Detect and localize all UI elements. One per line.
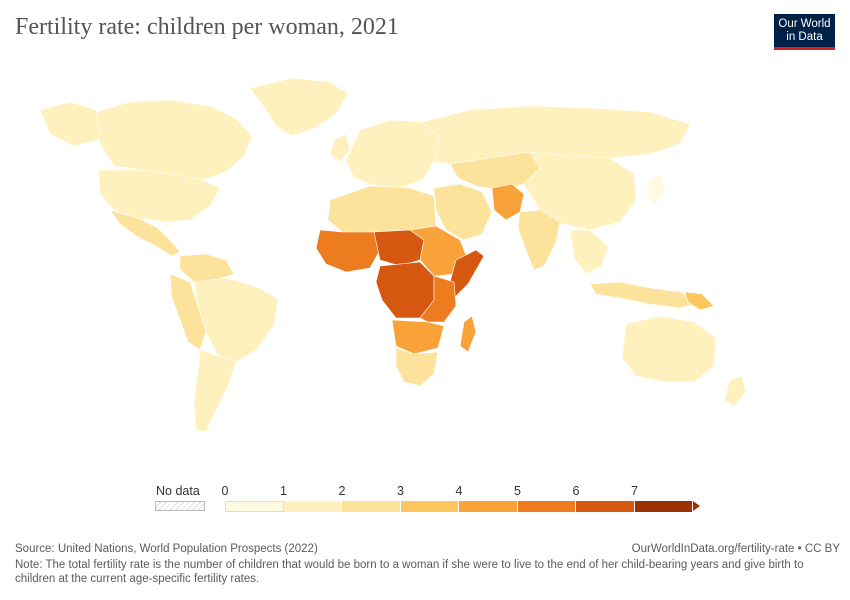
region-afghanistan-pakistan[interactable]: [491, 183, 525, 221]
legend-bin-7[interactable]: [634, 501, 693, 512]
legend-bin-4[interactable]: [459, 501, 518, 512]
region-southern-africa[interactable]: [395, 347, 439, 387]
logo-line-1: Our World: [778, 18, 831, 30]
legend-bin-3[interactable]: [400, 501, 459, 512]
chart-title: Fertility rate: children per woman, 2021: [15, 14, 399, 40]
legend-bin-1[interactable]: [283, 501, 342, 512]
legend-tick-label: 4: [455, 484, 463, 498]
no-data-swatch[interactable]: [155, 501, 205, 511]
region-india[interactable]: [517, 209, 561, 271]
world-map[interactable]: [30, 70, 820, 470]
note-text: Note: The total fertility rate is the nu…: [15, 559, 804, 585]
region-china-mongolia[interactable]: [523, 151, 637, 231]
region-united-states[interactable]: [97, 169, 221, 223]
logo-line-2: in Data: [786, 31, 823, 43]
region-russia[interactable]: [421, 105, 691, 165]
region-brazil[interactable]: [193, 277, 279, 363]
legend-tick-label: 2: [338, 484, 346, 498]
url-text[interactable]: OurWorldInData.org/fertility-rate • CC B…: [631, 543, 840, 555]
legend-bin-6[interactable]: [576, 501, 635, 512]
region-japan[interactable]: [645, 173, 667, 205]
legend-tick-label: 7: [631, 484, 638, 498]
region-australia[interactable]: [621, 315, 717, 383]
region-indonesia[interactable]: [589, 281, 703, 309]
legend-tick-label: 3: [397, 484, 404, 498]
region-canada[interactable]: [94, 99, 253, 181]
region-alaska[interactable]: [39, 101, 101, 147]
legend-bin-5[interactable]: [517, 501, 576, 512]
region-mexico-central-america[interactable]: [109, 209, 181, 257]
owid-logo[interactable]: Our World in Data: [774, 14, 835, 50]
region-southern-cone[interactable]: [193, 349, 237, 433]
legend-arrow-tip: [693, 501, 700, 511]
region-papua-new-guinea[interactable]: [684, 291, 715, 311]
region-angola-zambia[interactable]: [391, 319, 445, 355]
region-uk-iceland[interactable]: [329, 133, 351, 163]
legend: No data 0 1 2 3 4 5 6 7: [150, 480, 710, 520]
region-colombia-venezuela[interactable]: [179, 253, 235, 283]
legend-tick-label: 1: [280, 484, 287, 498]
region-new-zealand[interactable]: [723, 375, 747, 407]
legend-tick-label: 6: [572, 484, 580, 498]
region-niger-chad[interactable]: [373, 229, 425, 267]
region-central-africa[interactable]: [375, 261, 435, 319]
region-greenland[interactable]: [249, 77, 349, 137]
source-text[interactable]: Source: United Nations, World Population…: [15, 543, 318, 555]
legend-tick-label: 0: [221, 484, 229, 498]
region-middle-east[interactable]: [433, 183, 493, 241]
region-east-africa[interactable]: [419, 275, 457, 323]
region-madagascar[interactable]: [459, 315, 477, 353]
region-west-africa[interactable]: [315, 229, 381, 273]
no-data-label: No data: [156, 484, 200, 498]
region-southeast-asia[interactable]: [569, 229, 609, 275]
region-europe[interactable]: [345, 119, 441, 189]
legend-bin-0[interactable]: [225, 501, 284, 512]
legend-bin-2[interactable]: [342, 501, 401, 512]
region-north-africa[interactable]: [327, 185, 437, 233]
legend-tick-label: 5: [514, 484, 521, 498]
